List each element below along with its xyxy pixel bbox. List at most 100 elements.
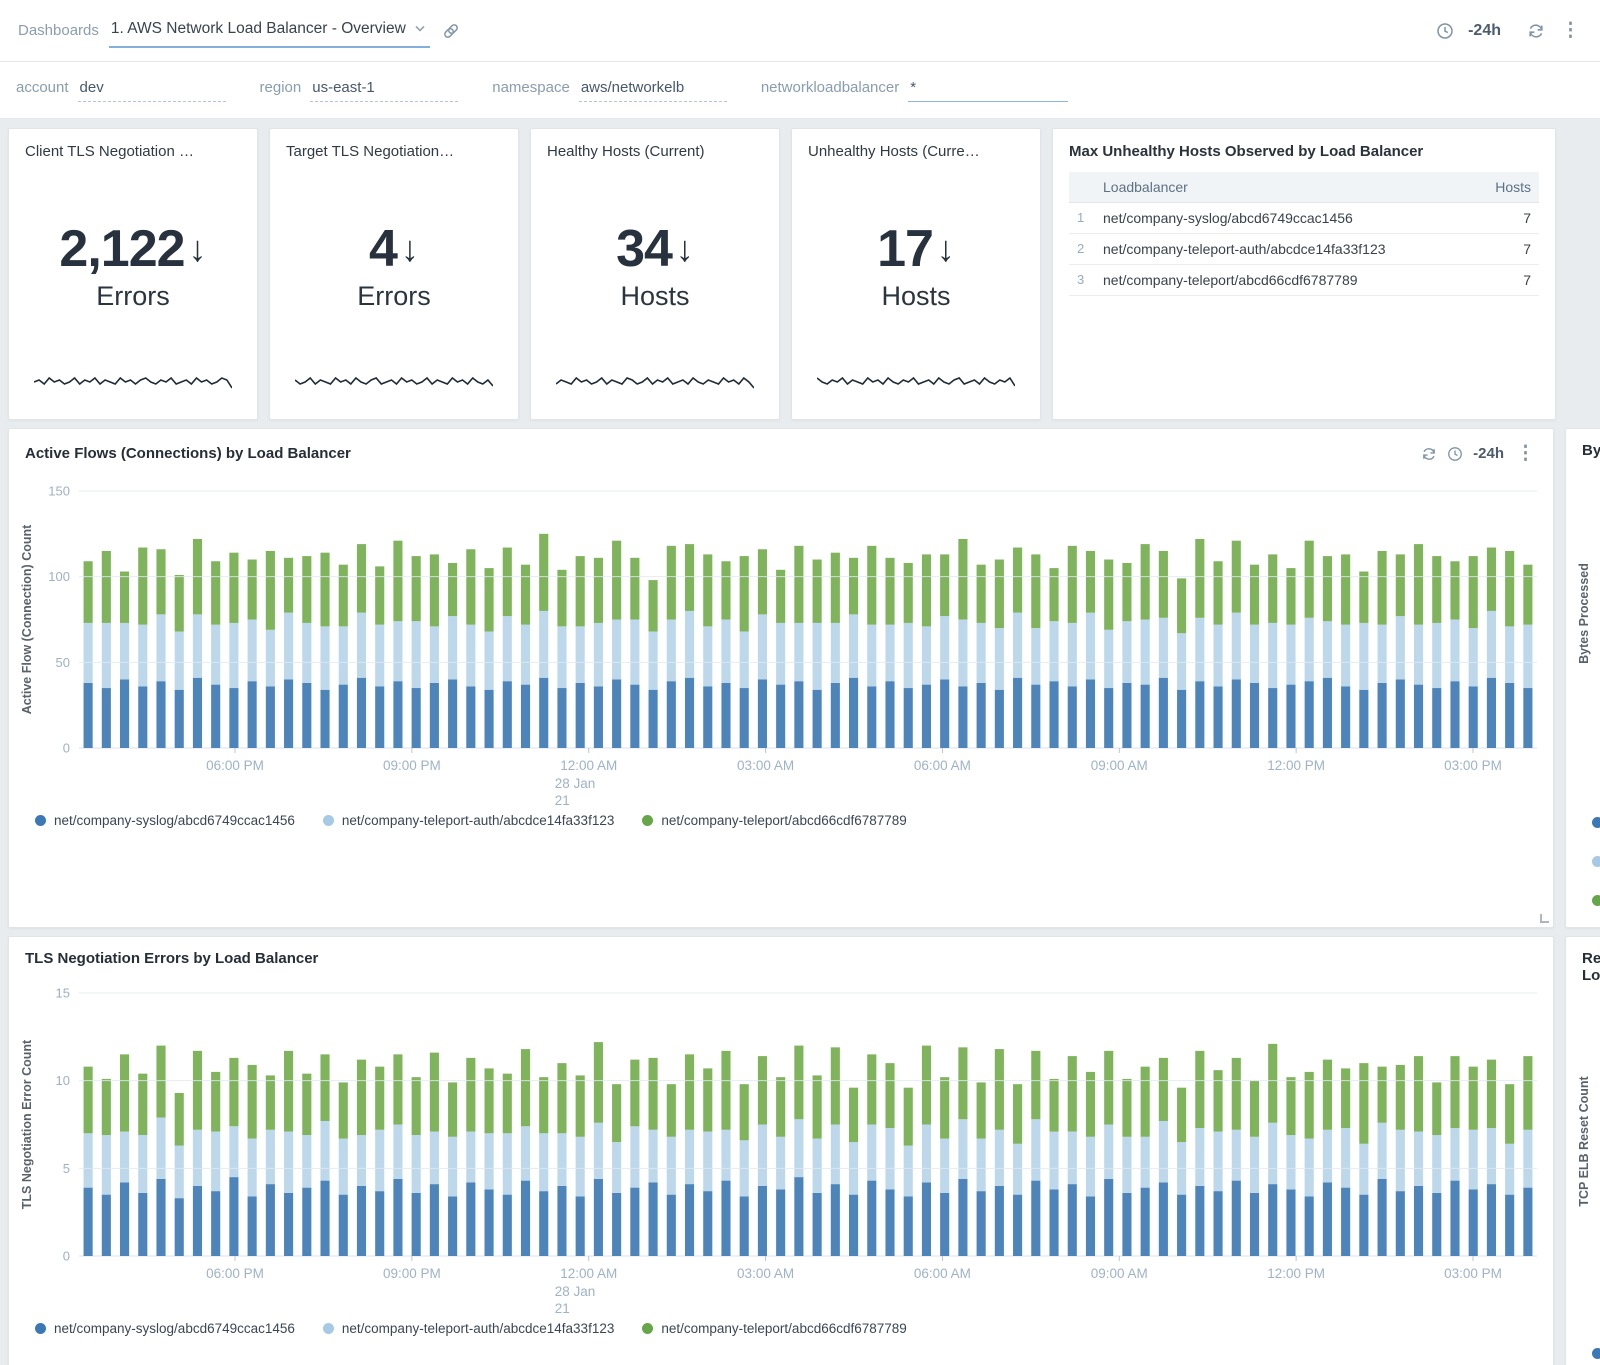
breadcrumb[interactable]: Dashboards [18,22,99,39]
legend-label: net/company-teleport-auth/abcdce14fa33f1… [341,1321,615,1336]
svg-text:12:00 PM: 12:00 PM [1267,1266,1325,1281]
loadbalancer-cell: net/company-teleport/abcd66cdf6787789 [1095,264,1474,296]
chart-panel-bytes-processed-by-load-balancer: Bytes Processed by Load Balancer 05010015… [1565,428,1600,928]
stat-unit: Errors [96,281,170,311]
stat-value: 4 [369,220,398,278]
svg-text:03:00 AM: 03:00 AM [737,1266,794,1281]
table-title: Max Unhealthy Hosts Observed by Load Bal… [1069,143,1424,160]
table-header-row: Loadbalancer Hosts [1069,172,1539,203]
loadbalancer-column-header[interactable]: Loadbalancer [1095,172,1474,203]
dashboard-title: 1. AWS Network Load Balancer - Overview [110,19,406,37]
legend-item[interactable]: net/company-syslog/abcd6749ccac1456 [1592,807,1600,837]
filter-namespace: namespace aws/networkelb [492,79,727,102]
legend-item[interactable]: net/company-teleport/abcd66cdf6787789 [1592,885,1600,915]
legend-item[interactable]: net/company-teleport/abcd66cdf6787789 [642,1321,907,1336]
chart-title: Bytes Processed by Load Balancer [1582,442,1600,459]
time-clock-icon[interactable] [1447,446,1463,462]
svg-text:0: 0 [63,1249,70,1264]
stat-title: Unhealthy Hosts (Curre… [808,143,980,160]
filter-value-input[interactable]: dev [77,79,226,102]
filter-label: networkloadbalancer [760,78,900,96]
table-row[interactable]: 1 net/company-syslog/abcd6749ccac1456 7 [1069,202,1539,234]
legend-item[interactable]: net/company-syslog/abcd6749ccac1456 [35,1321,295,1336]
svg-text:5: 5 [63,1161,70,1176]
svg-text:TCP ELB Reset Count: TCP ELB Reset Count [1577,1076,1591,1207]
filter-value-input[interactable]: aws/networkelb [578,79,727,102]
legend-item[interactable]: net/company-syslog/abcd6749ccac1456 [1592,1338,1600,1365]
stat-unit: Hosts [620,281,690,311]
chart-panel-active-flows-connections-by-load-balancer: Active Flows (Connections) by Load Balan… [8,428,1554,928]
legend-item[interactable]: net/company-teleport/abcd66cdf6787789 [642,813,907,828]
legend-dot-icon [35,1323,46,1334]
time-clock-icon[interactable] [1436,22,1454,40]
svg-text:06:00 AM: 06:00 AM [914,1266,971,1281]
table-row[interactable]: 2 net/company-teleport-auth/abcdce14fa33f… [1069,233,1539,265]
top-bar: Dashboards 1. AWS Network Load Balancer … [0,0,1600,62]
svg-text:21: 21 [555,1301,570,1316]
svg-text:21: 21 [555,793,570,808]
stat-value-row: 2,122 ↓ [59,219,206,279]
hosts-column-header[interactable]: Hosts [1473,172,1539,203]
stat-value-block: 17 ↓ Hosts [808,160,1024,371]
stat-panel-4: Unhealthy Hosts (Curre… 17 ↓ Hosts [791,128,1041,420]
chart-title: Active Flows (Connections) by Load Balan… [25,445,351,462]
svg-text:15: 15 [56,986,70,1001]
kebab-menu-icon[interactable]: ⋮ [1561,20,1580,41]
hosts-cell: 7 [1473,264,1539,296]
charts-row-1: Active Flows (Connections) by Load Balan… [0,420,1600,928]
stat-value-row: 17 ↓ [877,219,955,279]
chart-header: Active Flows (Connections) by Load Balan… [9,429,1553,467]
dashboard-title-dropdown[interactable]: 1. AWS Network Load Balancer - Overview [108,14,430,48]
svg-text:28 Jan: 28 Jan [555,776,596,791]
time-range-label[interactable]: -24h [1473,445,1504,462]
refresh-icon[interactable] [1421,446,1437,462]
svg-text:06:00 PM: 06:00 PM [206,758,264,773]
svg-text:12:00 PM: 12:00 PM [1267,758,1325,773]
stat-value: 34 [616,220,673,278]
svg-text:Active Flow (Connection) Count: Active Flow (Connection) Count [20,524,34,714]
svg-text:150: 150 [48,484,70,499]
svg-text:12:00 AM: 12:00 AM [560,758,617,773]
loadbalancer-cell: net/company-teleport-auth/abcdce14fa33f1… [1095,233,1474,265]
chart-panel-tls-negotiation-errors-by-load-balancer: TLS Negotiation Errors by Load Balancer 0… [8,936,1554,1365]
stat-value-block: 4 ↓ Errors [286,160,502,371]
unhealthy-hosts-table: Loadbalancer Hosts 1 net/company-syslog/abc… [1069,172,1539,296]
hosts-cell: 7 [1473,202,1539,234]
legend-label: net/company-teleport-auth/abcdce14fa33f1… [341,813,615,828]
legend-label: net/company-syslog/abcd6749ccac1456 [54,1321,295,1336]
stat-panel-1: Client TLS Negotiation … 2,122 ↓ Errors [8,128,258,420]
resize-handle[interactable] [1540,914,1549,923]
legend-dot-icon [1592,894,1600,906]
chart-canvas: 0 50 100 150 Active Flow (Connection) Count 0… [20,484,1537,808]
filter-value-input[interactable]: us-east-1 [310,79,459,102]
legend-item[interactable]: net/company-teleport-auth/abcdce14fa33f1… [322,1321,615,1336]
stat-panel-3: Healthy Hosts (Current) 34 ↓ Hosts [530,128,780,420]
share-link-icon[interactable] [442,22,460,40]
svg-text:0: 0 [63,741,70,756]
table-row[interactable]: 3 net/company-teleport/abcd66cdf6787789 7 [1069,264,1539,296]
legend-dot-icon [1592,1347,1600,1359]
svg-text:28 Jan: 28 Jan [555,1284,596,1299]
stat-value: 2,122 [59,220,185,278]
filter-value-input[interactable]: * [908,79,1069,102]
svg-text:06:00 AM: 06:00 AM [914,758,971,773]
svg-text:09:00 AM: 09:00 AM [1091,758,1148,773]
legend-item[interactable]: net/company-syslog/abcd6749ccac1456 [35,813,295,828]
filter-networkloadbalancer: networkloadbalancer * [760,78,1069,102]
legend-item[interactable]: net/company-teleport-auth/abcdce14fa33f1… [1592,846,1600,876]
legend-item[interactable]: net/company-teleport-auth/abcdce14fa33f1… [322,813,615,828]
refresh-icon[interactable] [1527,22,1545,40]
chart-canvas: 0 5 10 15 TLS Negotiation Error Count 06:00 P… [20,986,1537,1316]
trend-down-arrow-icon: ↓ [936,228,955,269]
legend-dot-icon [322,815,334,826]
filter-label: region [259,78,302,96]
stat-sparkline [817,376,1015,387]
kebab-menu-icon[interactable]: ⋮ [1516,443,1535,464]
stat-value-row: 4 ↓ [369,219,419,279]
svg-text:TLS Negotiation Error Count: TLS Negotiation Error Count [20,1039,34,1209]
time-range-label[interactable]: -24h [1468,21,1501,39]
legend-dot-icon [35,815,46,826]
row-index: 2 [1069,233,1095,265]
stat-value-block: 2,122 ↓ Errors [25,160,241,371]
